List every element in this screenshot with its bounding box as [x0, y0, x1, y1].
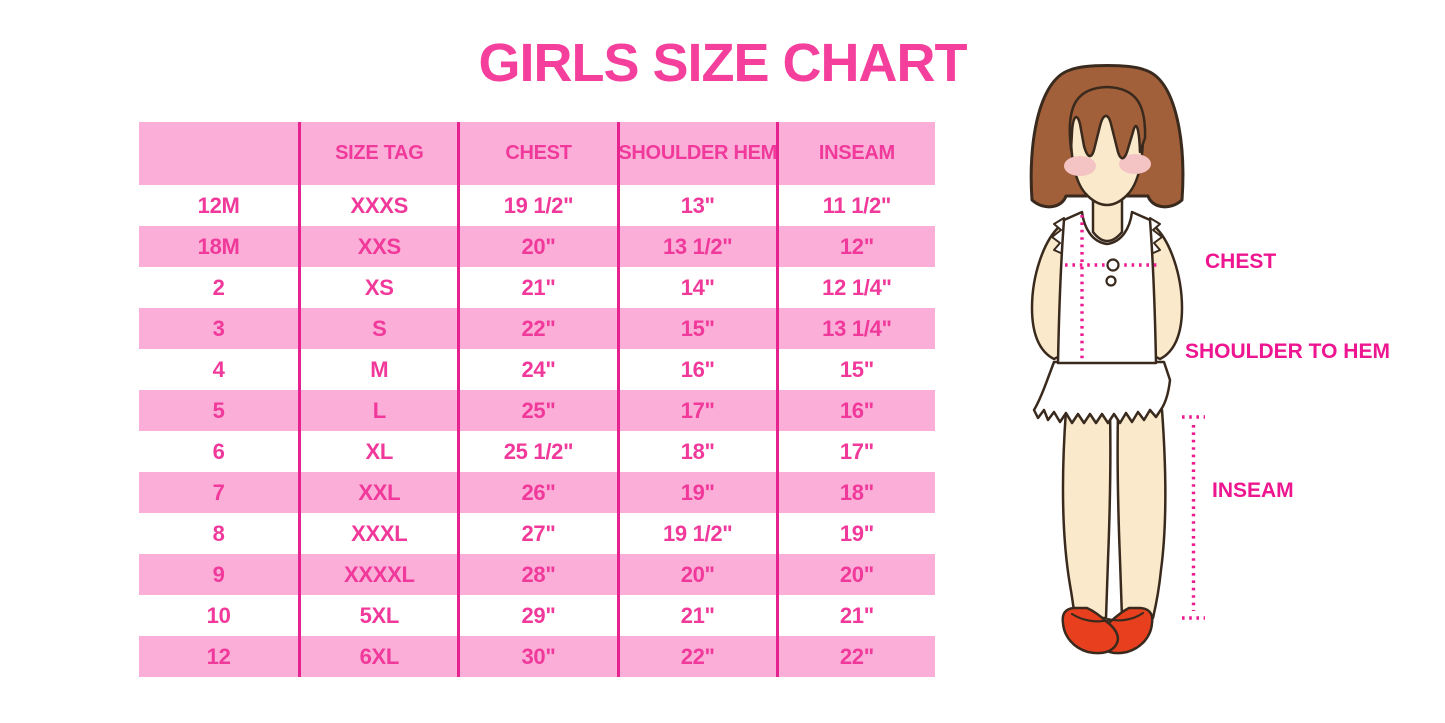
blush-left: [1064, 156, 1096, 176]
chest-label: CHEST: [1205, 250, 1277, 273]
table-cell: 19 1/2": [616, 513, 776, 554]
table-cell: 18": [616, 431, 776, 472]
table-row: 10 5XL 29" 21" 21": [139, 595, 935, 636]
table-row: 7 XXL 26" 19" 18": [139, 472, 935, 513]
table-cell: 8: [212, 520, 225, 546]
skirt: [1032, 360, 1172, 425]
table-cell: 21": [616, 595, 776, 636]
table-cell: M: [298, 349, 457, 390]
table-cell: XXS: [298, 226, 457, 267]
shirt-button-bottom: [1105, 275, 1117, 287]
table-cell: 5: [212, 397, 225, 423]
table-row: 4 M 24" 16" 15": [139, 349, 935, 390]
table-cell: XXXXL: [298, 554, 457, 595]
table-cell: 28": [457, 554, 616, 595]
table-cell: 19": [616, 472, 776, 513]
table-cell: 20": [616, 554, 776, 595]
table-cell: S: [298, 308, 457, 349]
table-row: 12 6XL 30" 22" 22": [139, 636, 935, 677]
table-cell: 25 1/2": [457, 431, 616, 472]
table-cell: 2: [212, 274, 225, 300]
table-cell: 18": [775, 472, 935, 513]
table-cell: 7: [212, 479, 225, 505]
table-header-row: SIZE TAG CHEST SHOULDER HEM INSEAM: [139, 122, 935, 185]
table-cell: 12 1/4": [775, 267, 935, 308]
hair-bangs: [1068, 85, 1147, 160]
size-chart-table: SIZE TAG CHEST SHOULDER HEM INSEAM 12M XXXS 1…: [139, 122, 935, 677]
table-cell: 11 1/2": [775, 185, 935, 226]
table-cell: 27": [457, 513, 616, 554]
table-cell: XXXL: [298, 513, 457, 554]
table-cell: XS: [298, 267, 457, 308]
table-cell: 12": [775, 226, 935, 267]
table-cell: 19": [775, 513, 935, 554]
table-cell: 10: [206, 602, 231, 628]
page-title: GIRLS SIZE CHART: [478, 33, 967, 93]
table-cell: 26": [457, 472, 616, 513]
table-cell: 22": [616, 636, 776, 677]
table-cell: 21": [775, 595, 935, 636]
column-header: SHOULDER HEM: [616, 122, 776, 185]
table-cell: 9: [212, 561, 225, 587]
table-cell: 29": [457, 595, 616, 636]
table-cell: 20": [775, 554, 935, 595]
table-cell: 20": [457, 226, 616, 267]
table-cell: 19 1/2": [457, 185, 616, 226]
shirt-button-top: [1106, 258, 1120, 272]
leg-left: [1061, 408, 1112, 620]
table-body: 12M XXXS 19 1/2" 13" 11 1/2" 18M XXS 20" 13 1/2"…: [139, 185, 935, 677]
table-cell: 22": [457, 308, 616, 349]
table-row: 8 XXXL 27" 19 1/2" 19": [139, 513, 935, 554]
table-row: 18M XXS 20" 13 1/2" 12": [139, 226, 935, 267]
table-cell: 17": [775, 431, 935, 472]
table-cell: XXXS: [298, 185, 457, 226]
leg-right: [1116, 408, 1167, 620]
table-row: 5 L 25" 17" 16": [139, 390, 935, 431]
table-cell: 15": [616, 308, 776, 349]
table-cell: 22": [775, 636, 935, 677]
shoulder-to-hem-label: SHOULDER TO HEM: [1185, 340, 1390, 363]
top-shirt: [1056, 210, 1158, 365]
table-row: 9 XXXXL 28" 20" 20": [139, 554, 935, 595]
table-cell: 13": [616, 185, 776, 226]
table-cell: 15": [775, 349, 935, 390]
table-cell: 13 1/2": [616, 226, 776, 267]
table-cell: 16": [775, 390, 935, 431]
table-cell: XXL: [298, 472, 457, 513]
shoe-strap-right: [1106, 611, 1145, 622]
column-header: SIZE TAG: [298, 122, 457, 185]
table-row: 6 XL 25 1/2" 18" 17": [139, 431, 935, 472]
table-cell: 6XL: [298, 636, 457, 677]
shoe-left: [1061, 606, 1120, 655]
table-cell: 13 1/4": [775, 308, 935, 349]
shoe-strap-left: [1070, 612, 1111, 623]
table-cell: 18M: [197, 233, 240, 259]
table-row: 12M XXXS 19 1/2" 13" 11 1/2": [139, 185, 935, 226]
table-cell: 17": [616, 390, 776, 431]
table-row: 3 S 22" 15" 13 1/4": [139, 308, 935, 349]
table-row: 2 XS 21" 14" 12 1/4": [139, 267, 935, 308]
table-cell: 6: [212, 438, 225, 464]
column-header: INSEAM: [775, 122, 935, 185]
table-cell: 4: [212, 356, 225, 382]
table-cell: 16": [616, 349, 776, 390]
inseam-label: INSEAM: [1212, 479, 1294, 502]
table-cell: 30": [457, 636, 616, 677]
table-cell: L: [298, 390, 457, 431]
table-cell: XL: [298, 431, 457, 472]
table-cell: 12M: [197, 192, 240, 218]
table-cell: 5XL: [298, 595, 457, 636]
table-cell: 24": [457, 349, 616, 390]
column-header: CHEST: [457, 122, 616, 185]
table-cell: 25": [457, 390, 616, 431]
table-cell: 21": [457, 267, 616, 308]
column-header: [139, 122, 298, 185]
table-cell: 12: [206, 643, 231, 669]
table-cell: 3: [212, 315, 225, 341]
blush-right: [1119, 154, 1151, 174]
table-cell: 14": [616, 267, 776, 308]
girl-measurement-illustration: [1029, 64, 1205, 655]
